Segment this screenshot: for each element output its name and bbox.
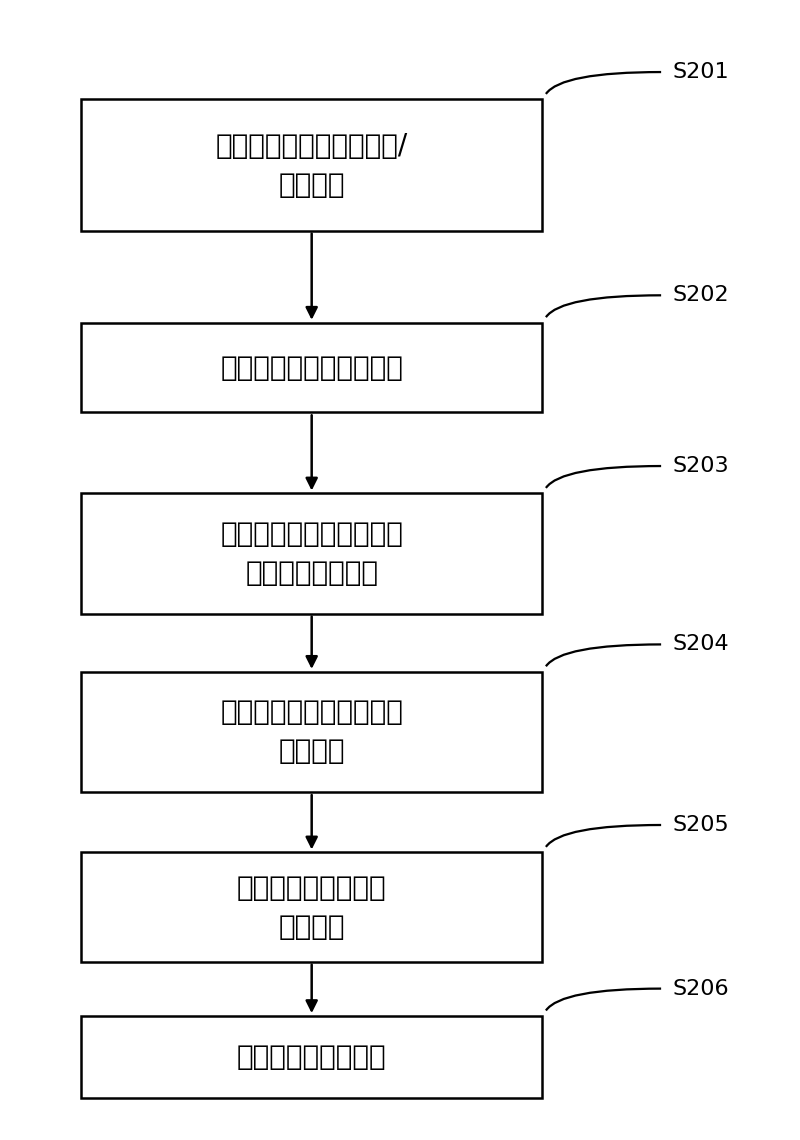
Text: 为各方乘客分别打印
报销凭证: 为各方乘客分别打印 报销凭证 xyxy=(237,873,386,940)
Text: 按照预设计费模式计算各
方乘客的乘车费用: 按照预设计费模式计算各 方乘客的乘车费用 xyxy=(220,520,403,587)
Text: S203: S203 xyxy=(673,456,730,477)
Bar xyxy=(82,494,542,613)
Text: 设定路程的起点、终点和/
或途径点: 设定路程的起点、终点和/ 或途径点 xyxy=(215,131,408,198)
Bar xyxy=(82,671,542,792)
Text: 清除乘客的乘车记录: 清除乘客的乘车记录 xyxy=(237,1043,386,1070)
Text: S201: S201 xyxy=(673,62,730,82)
Text: S204: S204 xyxy=(673,635,730,654)
Bar xyxy=(82,323,542,413)
Bar xyxy=(82,853,542,962)
Text: 根据各方乘客的交易金额
分别计税: 根据各方乘客的交易金额 分别计税 xyxy=(220,699,403,765)
Text: 记录各方乘客的乘车里程: 记录各方乘客的乘车里程 xyxy=(220,353,403,382)
Text: S205: S205 xyxy=(673,815,730,834)
Text: S206: S206 xyxy=(673,978,730,999)
Text: S202: S202 xyxy=(673,285,730,306)
Bar xyxy=(82,1016,542,1098)
Bar xyxy=(82,99,542,230)
